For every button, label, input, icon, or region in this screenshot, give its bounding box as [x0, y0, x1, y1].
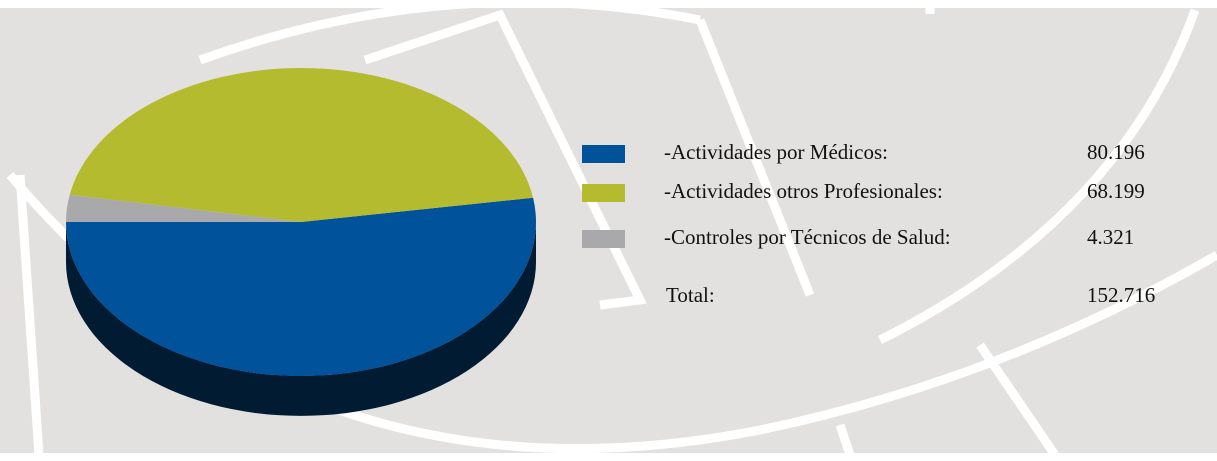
value-label: 80.196: [1087, 140, 1145, 164]
legend-label: -Actividades otros Profesionales:: [664, 179, 943, 203]
total-value: 152.716: [1087, 283, 1155, 307]
slice: [69, 68, 534, 223]
slice-side: [66, 222, 536, 416]
slice: [66, 194, 301, 222]
pie: [66, 68, 536, 416]
value-label: 4.321: [1087, 225, 1134, 249]
legend-swatch: [582, 184, 625, 202]
slice: [66, 197, 536, 377]
value-label: 68.199: [1087, 179, 1145, 203]
legend-label: -Controles por Técnicos de Salud:: [664, 225, 951, 249]
legend: -Actividades por Médicos: 80.196 -Activida…: [582, 140, 1155, 307]
legend-label: -Actividades por Médicos:: [664, 140, 888, 164]
total-label: Total:: [666, 283, 715, 307]
legend-swatch: [582, 145, 625, 163]
legend-swatch: [582, 230, 625, 248]
